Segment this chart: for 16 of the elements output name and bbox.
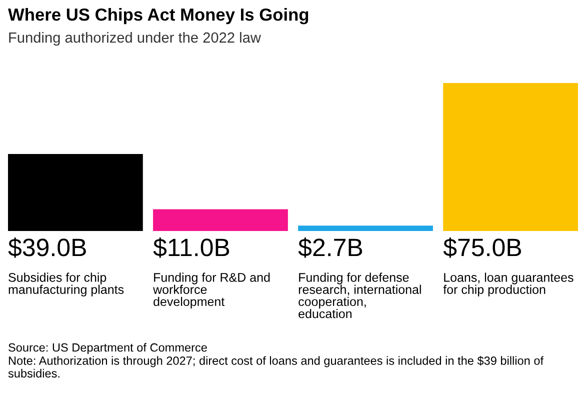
chart-title: Where US Chips Act Money Is Going bbox=[8, 8, 308, 24]
source-note: Source: US Department of Commerce bbox=[8, 343, 207, 354]
x-tick-label: Funding for R&D and workforce development bbox=[153, 272, 270, 309]
data-label: $11.0B bbox=[153, 238, 230, 258]
bar bbox=[443, 83, 578, 231]
data-label: $2.7B bbox=[298, 238, 362, 258]
bar bbox=[153, 209, 288, 231]
data-label: $39.0B bbox=[8, 238, 86, 258]
x-tick-label: Funding for defense research, international cooperation, education bbox=[298, 272, 421, 318]
bar bbox=[8, 154, 143, 231]
x-tick-label: Subsidies for chip manufacturing plants bbox=[8, 272, 124, 296]
chart-subtitle: Funding authorized under the 2022 law bbox=[9, 32, 261, 46]
text: Note: Authorization is through 2027; direct cost of loans and guarantees is included in the $39 billion of subsidies. bbox=[8, 356, 544, 378]
x-tick-label: Loans, loan guarantees for chip production bbox=[443, 272, 574, 296]
bar bbox=[298, 226, 433, 231]
data-label: $75.0B bbox=[443, 238, 522, 258]
